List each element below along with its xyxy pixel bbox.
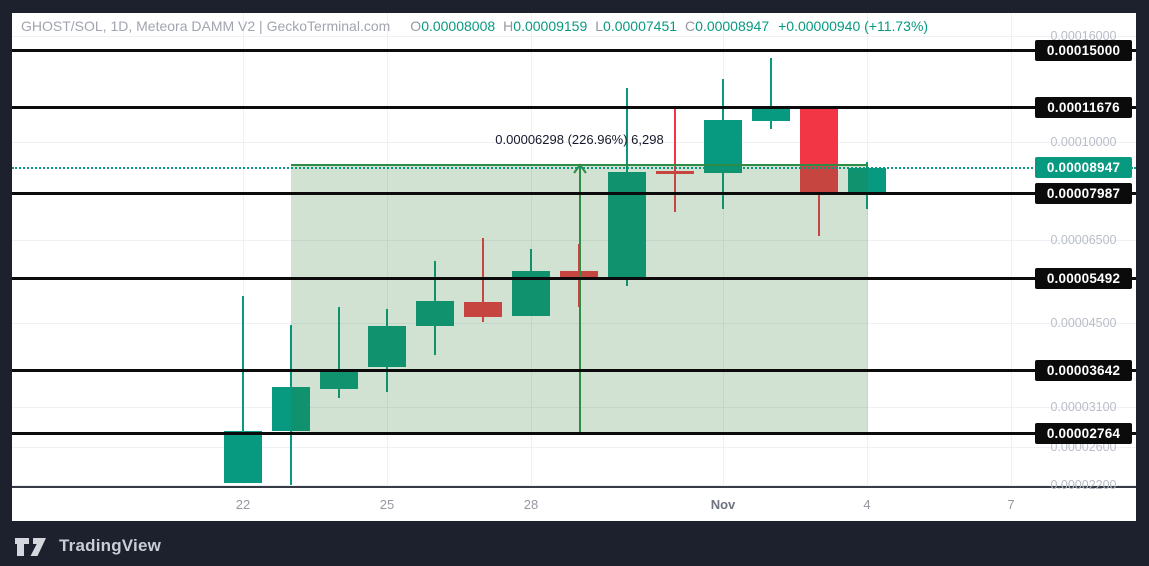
horizontal-price-line[interactable] — [12, 49, 1136, 53]
horizontal-price-line[interactable] — [12, 191, 1136, 195]
chart-canvas[interactable] — [12, 13, 1136, 521]
close-value: 0.00008947 — [695, 18, 770, 34]
footer: TradingView — [14, 534, 161, 558]
tradingview-brand[interactable]: TradingView — [59, 536, 162, 555]
time-axis-border — [12, 486, 1136, 488]
change-value: +0.00000940 (+11.73%) — [778, 18, 929, 34]
horizontal-price-line[interactable] — [12, 431, 1136, 435]
high-value: 0.00009159 — [513, 18, 588, 34]
low-value: 0.00007451 — [603, 18, 678, 34]
open-value: 0.00008008 — [421, 18, 496, 34]
horizontal-price-line[interactable] — [12, 369, 1136, 373]
symbol-title: GHOST/SOL, 1D, Meteora DAMM V2 | GeckoTe… — [21, 18, 391, 34]
low-label: L — [595, 18, 604, 34]
ohlc-header: GHOST/SOL, 1D, Meteora DAMM V2 | GeckoTe… — [21, 18, 928, 35]
tradingview-logo-icon[interactable] — [14, 536, 50, 557]
horizontal-price-line[interactable] — [12, 276, 1136, 280]
close-label: C — [685, 18, 696, 34]
high-label: H — [503, 18, 514, 34]
horizontal-price-line[interactable] — [12, 105, 1136, 109]
measure-region[interactable] — [291, 164, 868, 433]
open-label: O — [410, 18, 422, 34]
